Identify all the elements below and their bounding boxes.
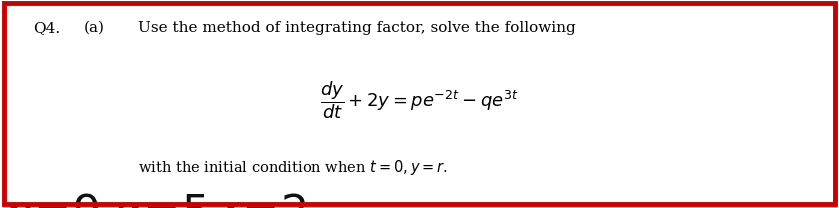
Text: Use the method of integrating factor, solve the following: Use the method of integrating factor, so… xyxy=(138,21,576,35)
Text: Q4.: Q4. xyxy=(34,21,60,35)
Text: (a): (a) xyxy=(84,21,105,35)
Text: $p\!=\!9\;q\!=\!5\;r\!=\!2$: $p\!=\!9\;q\!=\!5\;r\!=\!2$ xyxy=(4,191,306,208)
Text: $\dfrac{dy}{dt} + 2y = pe^{-2t} - qe^{3t}$: $\dfrac{dy}{dt} + 2y = pe^{-2t} - qe^{3t… xyxy=(320,79,519,121)
Text: with the initial condition when $t = 0, y = r$.: with the initial condition when $t = 0, … xyxy=(138,158,449,177)
